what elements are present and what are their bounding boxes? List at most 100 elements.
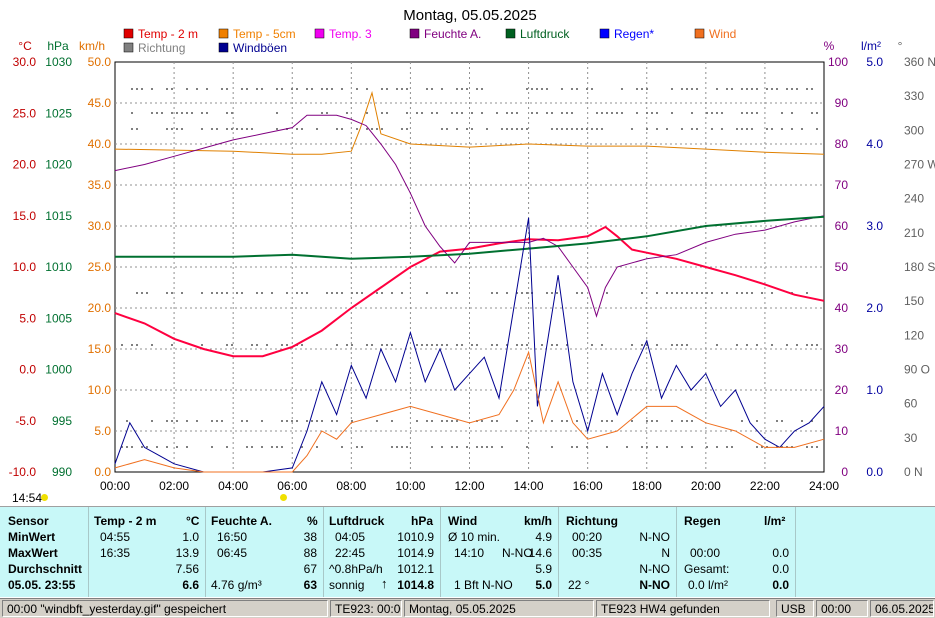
direction-dot xyxy=(316,446,318,448)
direction-avg: N-NO xyxy=(639,562,670,576)
legend-swatch xyxy=(123,28,134,39)
status-date: Montag, 05.05.2025 xyxy=(404,600,594,617)
direction-dot xyxy=(671,112,673,114)
summary-panel: Sensor MinWert MaxWert Durchschnitt 05.0… xyxy=(0,506,935,597)
direction-dot xyxy=(496,112,498,114)
direction-dot xyxy=(716,88,718,90)
direction-dot xyxy=(131,446,133,448)
direction-dot xyxy=(796,88,798,90)
direction-dot xyxy=(621,88,623,90)
direction-dot xyxy=(291,420,293,422)
direction-dot xyxy=(321,88,323,90)
direction-dot xyxy=(346,112,348,114)
direction-dot xyxy=(456,88,458,90)
direction-dot xyxy=(321,420,323,422)
direction-dot xyxy=(736,344,738,346)
direction-dot xyxy=(641,446,643,448)
tick-label: 90 O xyxy=(904,363,930,377)
direction-dot xyxy=(806,88,808,90)
direction-dot xyxy=(366,344,368,346)
pressure-min-value: 1010.9 xyxy=(397,530,434,544)
direction-dot xyxy=(751,128,753,130)
direction-dot xyxy=(391,446,393,448)
direction-dot xyxy=(476,446,478,448)
direction-dot xyxy=(816,112,818,114)
direction-dot xyxy=(401,128,403,130)
direction-dot xyxy=(381,344,383,346)
direction-dot xyxy=(816,344,818,346)
direction-dot xyxy=(301,446,303,448)
direction-dot xyxy=(211,420,213,422)
series-line xyxy=(114,90,825,155)
humidity-header: Feuchte A. xyxy=(211,514,272,528)
direction-dot xyxy=(446,128,448,130)
direction-dot xyxy=(326,88,328,90)
direction-dot xyxy=(226,128,228,130)
direction-dot xyxy=(596,128,598,130)
direction-dot xyxy=(696,88,698,90)
direction-dot xyxy=(516,420,518,422)
direction-dot xyxy=(676,292,678,294)
direction-dot xyxy=(166,88,168,90)
direction-dot xyxy=(171,292,173,294)
direction-dot xyxy=(441,446,443,448)
direction-dot xyxy=(726,88,728,90)
direction-dot xyxy=(426,344,428,346)
direction-dot xyxy=(786,88,788,90)
direction-dot xyxy=(186,446,188,448)
direction-dot xyxy=(586,88,588,90)
direction-dot xyxy=(521,292,523,294)
direction-dot xyxy=(706,292,708,294)
direction-dot xyxy=(566,420,568,422)
direction-dot xyxy=(671,420,673,422)
pressure-min-time: 04:05 xyxy=(335,530,366,544)
direction-dot xyxy=(166,420,168,422)
tick-label: 30 xyxy=(835,342,849,356)
tick-label: 50.0 xyxy=(88,55,112,69)
direction-dot xyxy=(571,446,573,448)
direction-dot xyxy=(641,292,643,294)
pressure-unit: hPa xyxy=(411,514,434,528)
direction-dot xyxy=(811,112,813,114)
direction-dot xyxy=(486,446,488,448)
legend-label: Feuchte A. xyxy=(424,27,481,41)
direction-dot xyxy=(331,420,333,422)
direction-dot xyxy=(741,88,743,90)
direction-dot xyxy=(481,446,483,448)
direction-dot xyxy=(126,446,128,448)
direction-dot xyxy=(566,128,568,130)
tick-label: 30.0 xyxy=(88,219,112,233)
direction-dot xyxy=(481,112,483,114)
direction-dot xyxy=(731,446,733,448)
direction-dot xyxy=(501,446,503,448)
wind-avg-value: 4.9 xyxy=(535,530,552,544)
tick-label: 40 xyxy=(835,301,849,315)
rain-now: 0.0 xyxy=(772,578,789,592)
direction-dot xyxy=(376,128,378,130)
direction-dot xyxy=(121,446,123,448)
direction-dot xyxy=(371,128,373,130)
direction-dot xyxy=(751,88,753,90)
direction-dot xyxy=(456,292,458,294)
time-tick: 02:00 xyxy=(159,479,189,493)
direction-dot xyxy=(441,88,443,90)
status-device: TE923 HW4 gefunden xyxy=(596,600,770,617)
direction-dot xyxy=(231,128,233,130)
direction-dot xyxy=(551,420,553,422)
tick-label: 70 xyxy=(835,178,849,192)
tick-label: 0.0 xyxy=(94,465,111,479)
direction-dot xyxy=(516,128,518,130)
wind-unit: km/h xyxy=(524,514,553,528)
direction-dot xyxy=(591,128,593,130)
rain-total-value: 0.0 xyxy=(772,562,789,576)
tick-label: 1020 xyxy=(45,158,72,172)
direction-dot xyxy=(636,88,638,90)
direction-dot xyxy=(681,88,683,90)
temp-max-value: 13.9 xyxy=(175,546,199,560)
direction-dot xyxy=(336,344,338,346)
direction-dot xyxy=(471,344,473,346)
direction-dot xyxy=(356,292,358,294)
tick-label: 0.0 xyxy=(866,465,883,479)
direction-dot xyxy=(491,292,493,294)
rain-max-time: 00:00 xyxy=(690,546,721,560)
